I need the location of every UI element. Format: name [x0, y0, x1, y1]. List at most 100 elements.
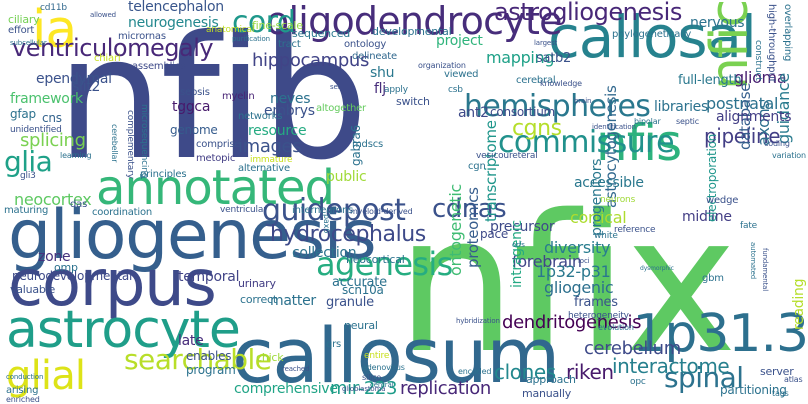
- word-postnatal: postnatal: [706, 94, 779, 113]
- word-midline: midline: [682, 209, 732, 225]
- word-spinal: spinal: [664, 361, 744, 394]
- word-hydrocephalus: hydrocephalus: [270, 222, 426, 247]
- word-micrornas: micrornas: [118, 31, 166, 42]
- word-viewed: viewed: [444, 69, 479, 80]
- word-reading: reading: [791, 278, 807, 330]
- word-callosal: callosal: [548, 3, 757, 71]
- word-organization: organization: [418, 61, 466, 70]
- word-comprise: comprise: [196, 139, 241, 150]
- word-consortium: consortium: [490, 105, 556, 119]
- word-unidentified: unidentified: [10, 125, 62, 135]
- word-altogether: altogether: [316, 103, 366, 114]
- word-nfis: nfis: [596, 114, 682, 172]
- word-electroporation: electroporation: [705, 133, 719, 222]
- word-project: project: [436, 33, 483, 49]
- word-pax6: pax6: [322, 214, 331, 234]
- word-brain: brain: [574, 97, 592, 105]
- word-late: late: [178, 333, 204, 349]
- word-tggca: tggca: [172, 99, 211, 115]
- word-glioma: glioma: [734, 68, 787, 87]
- word-ontogenetic: ontogenetic: [446, 184, 465, 276]
- word-slit2: slit2: [72, 79, 101, 95]
- word-knowledge: knowledge: [540, 79, 582, 88]
- word-cortical: cortical: [570, 208, 627, 227]
- word-comprehensive: comprehensive: [234, 381, 338, 397]
- word-phylogenetically: phylogenetically: [612, 29, 692, 40]
- word-mdscs: mdscs: [352, 139, 384, 150]
- word-neurons: neurons: [600, 195, 636, 205]
- word-gfap: gfap: [10, 107, 36, 121]
- word-dendritogenesis: dendritogenesis: [502, 312, 642, 333]
- word-interactome: interactome: [612, 354, 730, 378]
- word-apply: apply: [384, 85, 408, 95]
- word-identification: identification: [592, 123, 636, 131]
- word-astrogliogenesis: astrogliogenesis: [494, 0, 682, 26]
- word-myeloid-derived: myeloid-derived: [350, 207, 413, 216]
- word-cd11b: cd11b: [40, 3, 67, 13]
- word-astrocyte: astrocyte: [6, 300, 241, 360]
- word-learning: learning: [60, 151, 92, 160]
- word-callosum: callosum: [232, 311, 560, 400]
- word-allowed: allowed: [90, 11, 116, 19]
- word-chick: chick: [256, 351, 284, 364]
- word-libraries: libraries: [654, 99, 709, 115]
- word-encoded: encoded: [458, 367, 492, 376]
- word-splicing: splicing: [20, 130, 86, 151]
- word-glioblastoma: glioblastoma: [342, 385, 386, 393]
- word-1p32-p31: 1p32-p31: [536, 262, 611, 281]
- word-largest: largest: [534, 39, 558, 47]
- word-manually: manually: [522, 387, 572, 400]
- word-hemispheres: hemispheres: [464, 89, 651, 124]
- word-glial: glial: [6, 353, 86, 399]
- word-adenovirus: adenovirus: [362, 363, 405, 372]
- word-gliogenic: gliogenic: [544, 278, 614, 297]
- word-annotated: annotated: [96, 160, 335, 216]
- word-granule: granule: [326, 295, 374, 310]
- word-pipeline: pipeline: [704, 124, 781, 148]
- word-assemblies: assemblies: [132, 61, 186, 72]
- word-matter: matter: [270, 293, 316, 309]
- word-dysmorphic: dysmorphic: [640, 265, 674, 272]
- word-cord: cord: [232, 5, 296, 40]
- word-server: server: [760, 365, 794, 378]
- word-subcellular: subcellular: [10, 39, 47, 47]
- word-ontology: ontology: [344, 39, 387, 50]
- word-gbm: gbm: [702, 273, 724, 284]
- word-enables: enables: [186, 349, 232, 363]
- word-satb2: satb2: [536, 51, 572, 66]
- word-delineate: delineate: [352, 51, 397, 62]
- word-hippocampus: hippocampus: [252, 50, 369, 71]
- word-alignments: alignments: [716, 109, 792, 125]
- word-variation: variation: [772, 151, 806, 160]
- word-precursor: precursor: [490, 219, 555, 235]
- word-partitioning: partitioning: [720, 383, 787, 397]
- word-cerebral: cerebral: [516, 75, 556, 86]
- word-microsequencing: microsequencing: [139, 104, 149, 179]
- word-gli3: gli3: [20, 171, 36, 181]
- word-ependymal: ependymal: [36, 71, 112, 87]
- word-neocortex: neocortex: [14, 190, 92, 209]
- word-collection: collection: [292, 245, 357, 261]
- word-fundamental: fundamental: [761, 248, 769, 292]
- word-glia: glia: [4, 145, 53, 178]
- word-cgns: cgns: [512, 116, 562, 141]
- word-alternative: alternative: [238, 163, 290, 174]
- word-cerebellum: cerebellum: [584, 338, 681, 359]
- word-proteomics: proteomics: [464, 187, 482, 268]
- word-neurogenesis: neurogenesis: [128, 15, 219, 31]
- word-forebrain: forebrain: [512, 252, 582, 271]
- word-correct: correct: [240, 293, 277, 306]
- word-guidepost: guidepost: [262, 193, 406, 228]
- word-conduction: conduction: [6, 373, 44, 381]
- word-fine-scale: fine-scale: [252, 19, 303, 32]
- word-high-throughput: high-throughput: [766, 4, 777, 83]
- word-cdnas: cdnas: [432, 194, 507, 224]
- word-commissure: commissure: [498, 125, 675, 160]
- word-evolution: evolution: [598, 323, 634, 332]
- word-developmental: developmental: [372, 25, 452, 38]
- word-program: program: [186, 363, 236, 377]
- word-sequenced: sequenced: [292, 27, 351, 40]
- word-cns: cns: [42, 111, 62, 125]
- word-tags: tags: [772, 389, 789, 398]
- word-reference: reference: [614, 225, 656, 235]
